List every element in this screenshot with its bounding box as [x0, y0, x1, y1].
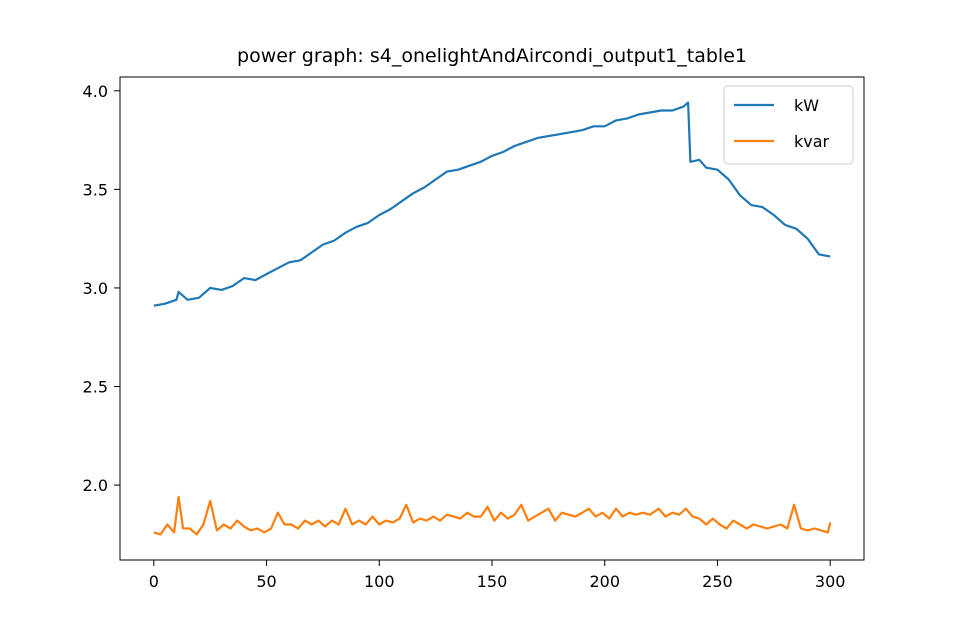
x-tick-label: 0 — [149, 572, 159, 591]
series-line-kvar — [153, 495, 832, 536]
chart-title: power graph: s4_onelightAndAircondi_outp… — [237, 45, 747, 67]
x-axis: 0 50 100 150 200 250 300 — [149, 560, 846, 591]
x-tick-label: 200 — [589, 572, 620, 591]
y-tick-label: 2.5 — [83, 378, 108, 397]
plot-frame — [119, 76, 865, 561]
y-tick-label: 3.5 — [83, 180, 108, 199]
x-tick-label: 150 — [477, 572, 508, 591]
y-tick-label: 2.0 — [83, 476, 108, 495]
legend-label-kvar: kvar — [794, 132, 830, 151]
y-tick-label: 3.0 — [83, 279, 108, 298]
x-tick-label: 300 — [815, 572, 846, 591]
y-axis: 2.0 2.5 3.0 3.5 4.0 — [83, 82, 120, 495]
y-tick-label: 4.0 — [83, 82, 108, 101]
series-line-kW — [153, 101, 831, 307]
legend-box — [723, 85, 854, 165]
x-tick-label: 50 — [256, 572, 276, 591]
legend-label-kW: kW — [794, 96, 819, 115]
x-tick-label: 100 — [364, 572, 395, 591]
x-tick-label: 250 — [702, 572, 733, 591]
plot-lines — [153, 101, 832, 536]
legend: kW kvar — [723, 85, 854, 165]
